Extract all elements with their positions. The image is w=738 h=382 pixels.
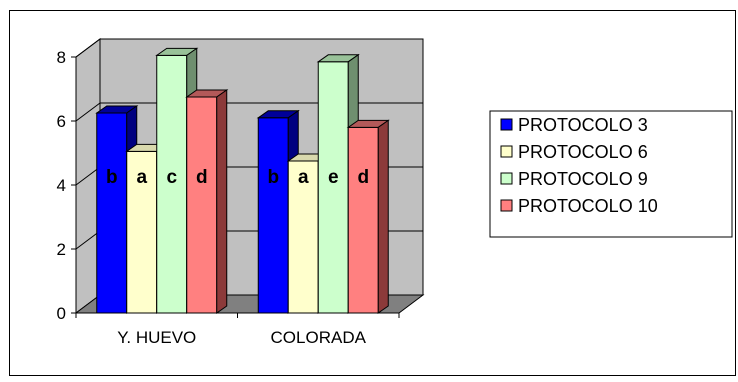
gridline-side	[75, 166, 101, 186]
y-tick-label: 8	[57, 48, 66, 67]
bar-letter-label: d	[357, 167, 369, 188]
bar	[186, 96, 218, 314]
legend-swatch	[500, 172, 513, 185]
x-tick-label: Y. HUEVO	[117, 328, 196, 347]
legend-swatch	[500, 118, 513, 131]
legend-label: PROTOCOLO 3	[518, 115, 648, 135]
legend-swatch	[500, 199, 513, 212]
bar-letter-label: b	[106, 167, 118, 188]
bar	[317, 61, 349, 314]
legend-swatch	[500, 145, 513, 158]
gridline-side	[75, 230, 101, 250]
legend-label: PROTOCOLO 9	[518, 169, 648, 189]
bar-letter-label: a	[298, 167, 309, 188]
bar-letter-label: c	[166, 167, 177, 188]
gridline-side	[75, 102, 101, 122]
bar-side	[216, 89, 228, 314]
bar-letter-label: e	[328, 167, 339, 188]
bar	[96, 112, 128, 314]
y-tick-label: 4	[57, 176, 66, 195]
x-tick-label: COLORADA	[271, 328, 367, 347]
bar	[287, 160, 319, 314]
y-tick-label: 2	[57, 240, 66, 259]
chart-frame: 0 2 4 6 8 Y. HUEVO COLORADA b a c d b a e d PROTOCOLO 3…	[9, 10, 736, 376]
y-tick-label: 6	[57, 112, 66, 131]
bar-side	[377, 119, 389, 314]
gridline-side	[75, 38, 101, 58]
bar-letter-label: a	[136, 167, 147, 188]
legend	[489, 110, 733, 238]
bar-letter-label: b	[267, 167, 279, 188]
bar-letter-label: d	[196, 167, 208, 188]
y-tick-label: 0	[57, 304, 66, 323]
legend-label: PROTOCOLO 6	[518, 142, 648, 162]
legend-label: PROTOCOLO 10	[518, 196, 658, 216]
bar	[257, 117, 289, 314]
bar	[347, 126, 379, 314]
